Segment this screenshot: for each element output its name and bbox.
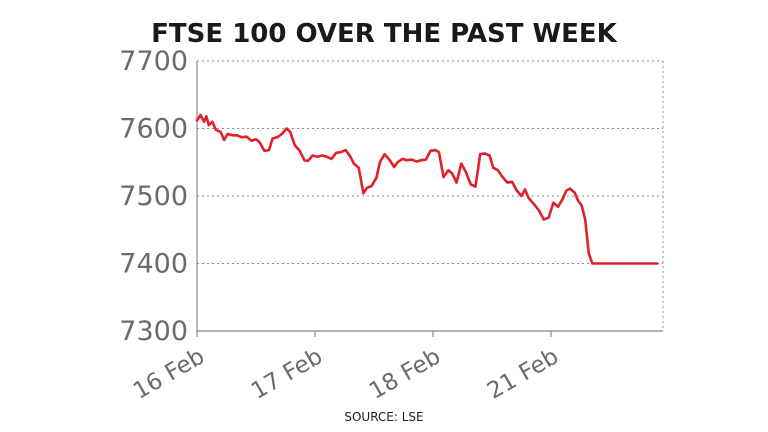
y-tick-label: 7600 <box>119 114 188 145</box>
y-tick-label: 7500 <box>119 181 188 212</box>
y-tick-labels: 7300 7400 7500 7600 7700 <box>119 46 188 347</box>
series-layer <box>195 113 659 265</box>
x-tick-label: 18 Feb <box>365 344 445 405</box>
series-line <box>195 113 659 265</box>
axes <box>196 61 663 337</box>
x-tick-labels: 16 Feb 17 Feb 18 Feb 21 Feb <box>129 344 563 405</box>
source-label: SOURCE: LSE <box>344 410 423 424</box>
chart-title: FTSE 100 OVER THE PAST WEEK <box>151 19 618 49</box>
y-tick-label: 7400 <box>119 249 188 280</box>
y-tick-label: 7300 <box>119 316 188 347</box>
x-tick-label: 16 Feb <box>129 344 209 405</box>
y-tick-label: 7700 <box>119 46 188 77</box>
x-tick-label: 21 Feb <box>483 344 563 405</box>
x-tick-label: 17 Feb <box>247 344 327 405</box>
grid-lines <box>197 60 664 331</box>
